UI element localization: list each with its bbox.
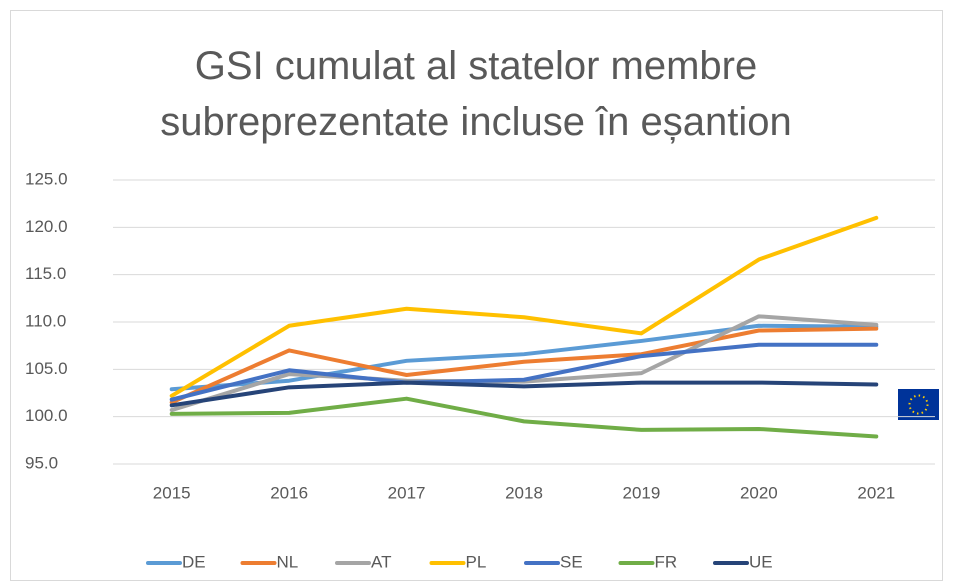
legend-label: AT: [371, 552, 391, 571]
x-tick-label: 2019: [623, 483, 661, 502]
legend-label: FR: [655, 552, 678, 571]
series-line: [169, 326, 879, 405]
y-tick-label: 120.0: [25, 217, 68, 236]
y-tick-label: 100.0: [25, 406, 68, 425]
x-tick-label: 2018: [505, 483, 543, 502]
series-line: [169, 323, 879, 392]
x-tick-label: 2017: [388, 483, 426, 502]
eu-flag: [898, 389, 939, 420]
y-tick-label: 95.0: [25, 453, 58, 472]
legend-label: UE: [749, 552, 773, 571]
x-tick-label: 2015: [153, 483, 191, 502]
y-tick-label: 110.0: [25, 311, 66, 330]
x-tick-label: 2020: [740, 483, 778, 502]
x-tick-label: 2021: [857, 483, 895, 502]
legend-label: DE: [182, 552, 206, 571]
legend-label: PL: [466, 552, 487, 571]
series-line: [169, 342, 879, 402]
series-line: [169, 380, 879, 408]
legend-label: NL: [277, 552, 299, 571]
chart-title: GSI cumulat al statelor membre subreprez…: [160, 44, 792, 144]
series-line: [169, 215, 879, 398]
series-line: [169, 396, 879, 439]
chart-frame: [10, 10, 943, 581]
y-tick-label: 105.0: [25, 359, 68, 378]
y-tick-label: 125.0: [25, 169, 68, 188]
x-tick-label: 2016: [270, 483, 308, 502]
y-tick-label: 115.0: [25, 264, 66, 283]
legend-label: SE: [560, 552, 583, 571]
